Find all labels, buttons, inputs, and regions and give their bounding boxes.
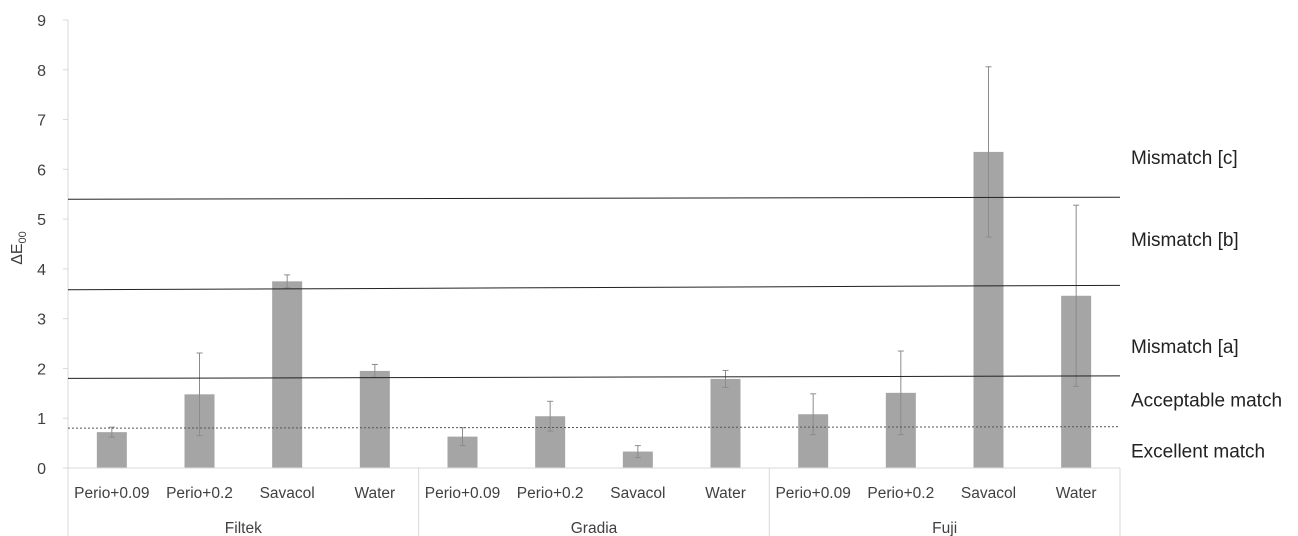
x-category-label: Perio+0.2 xyxy=(166,485,233,502)
zone-label: Excellent match xyxy=(1131,442,1265,463)
threshold-line xyxy=(68,427,1120,428)
y-tick-label: 7 xyxy=(37,113,46,130)
x-group-label: Filtek xyxy=(225,520,262,536)
x-group-label: Fuji xyxy=(932,520,957,536)
x-category-label: Perio+0.2 xyxy=(517,485,584,502)
x-category-label: Perio+0.09 xyxy=(775,485,850,502)
x-axis: Perio+0.09 Perio+0.2 Savacol Water Filtek Per… xyxy=(68,468,1120,536)
bar xyxy=(272,281,302,468)
x-category-label: Savacol xyxy=(961,485,1016,502)
x-category-label: Water xyxy=(705,485,746,502)
zone-label: Mismatch [b] xyxy=(1131,230,1239,251)
y-tick-label: 6 xyxy=(37,162,46,179)
zone-label: Mismatch [a] xyxy=(1131,337,1239,358)
y-tick-label: 1 xyxy=(37,411,46,428)
y-tick-label: 3 xyxy=(37,312,46,329)
threshold-line xyxy=(68,376,1120,378)
zone-label: Acceptable match xyxy=(1131,390,1282,411)
x-category-label: Water xyxy=(354,485,395,502)
y-tick-label: 4 xyxy=(37,262,46,279)
y-tick-label: 9 xyxy=(37,13,46,30)
y-axis: 0 1 2 3 4 5 6 7 8 9 xyxy=(37,13,68,478)
x-category-label: Perio+0.2 xyxy=(867,485,934,502)
x-category-label: Savacol xyxy=(260,485,315,502)
threshold-lines xyxy=(68,197,1120,428)
y-tick-label: 8 xyxy=(37,63,46,80)
zone-label: Mismatch [c] xyxy=(1131,148,1238,169)
threshold-line xyxy=(68,197,1120,199)
y-tick-label: 0 xyxy=(37,461,46,478)
y-tick-label: 5 xyxy=(37,212,46,229)
bars xyxy=(97,67,1091,468)
x-category-label: Perio+0.09 xyxy=(425,485,500,502)
x-category-label: Perio+0.09 xyxy=(74,485,149,502)
x-group-label: Gradia xyxy=(571,520,618,536)
bar xyxy=(360,371,390,468)
zone-labels: Mismatch [c] Mismatch [b] Mismatch [a] Acce… xyxy=(1131,148,1282,463)
x-category-label: Water xyxy=(1056,485,1097,502)
x-category-label: Savacol xyxy=(610,485,665,502)
y-axis-title: ΔE00 xyxy=(9,231,29,265)
threshold-line xyxy=(68,285,1120,289)
bar xyxy=(711,379,741,468)
y-tick-label: 2 xyxy=(37,361,46,378)
